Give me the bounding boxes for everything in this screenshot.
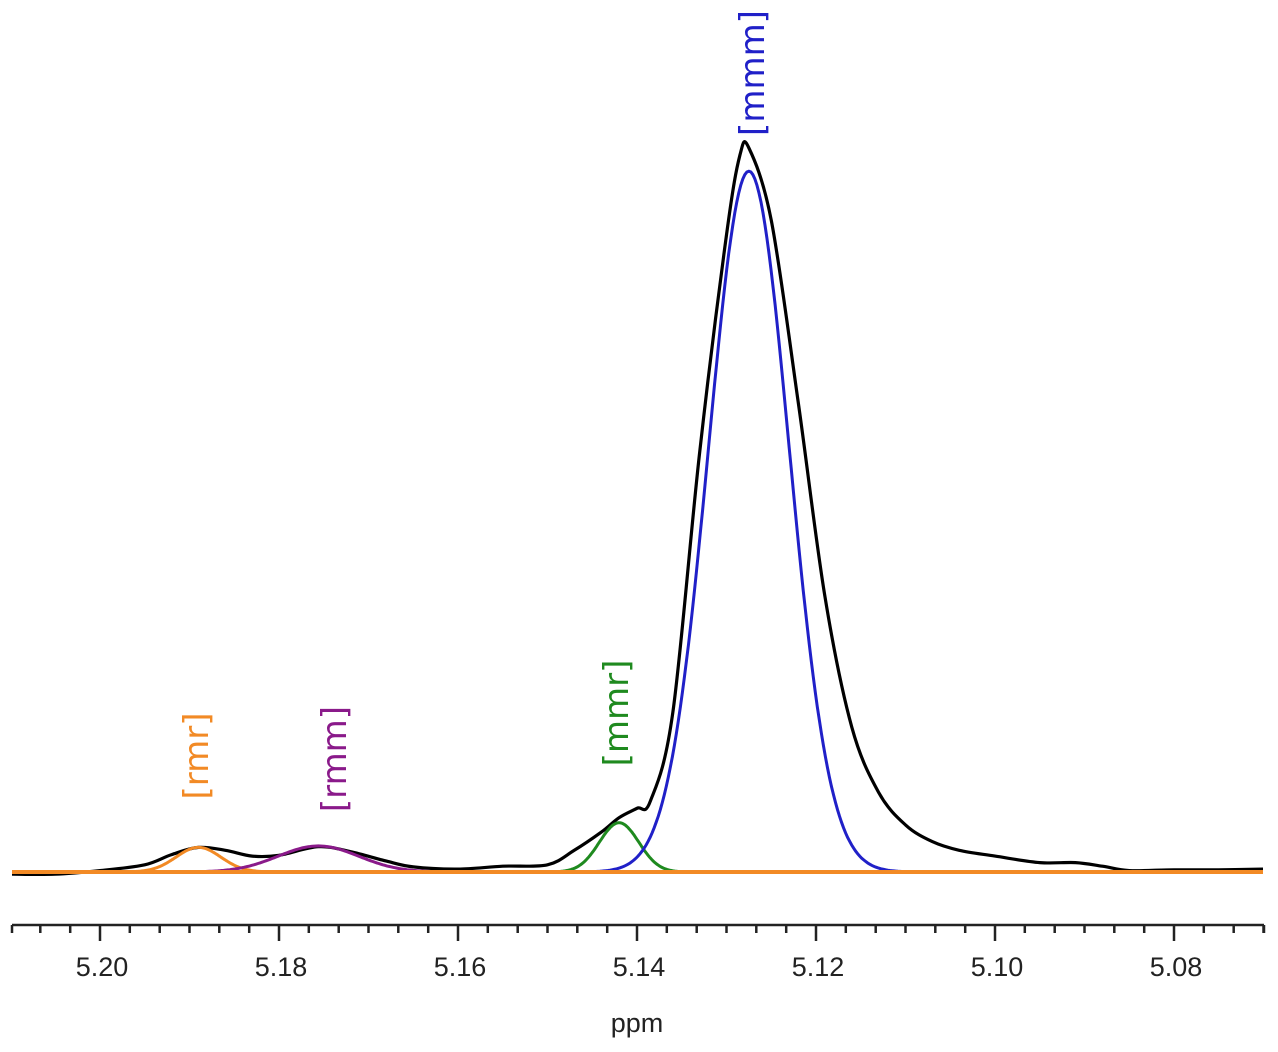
x-tick-label: 5.20: [76, 952, 129, 982]
x-tick-label: 5.14: [613, 952, 666, 982]
mmm-label: [mmm]: [733, 10, 773, 136]
rmm-label: [rmm]: [315, 706, 355, 812]
mmr-label: [mmr]: [597, 660, 637, 767]
x-axis: 5.20 5.18 5.16 5.14 5.12 5.10 5.08 ppm: [10, 923, 1266, 1038]
x-tick-label: 5.16: [434, 952, 487, 982]
x-tick-label: 5.12: [792, 952, 845, 982]
x-axis-title: ppm: [611, 1008, 664, 1038]
rmr-fit-curve: [109, 845, 288, 874]
x-tick-label: 5.10: [971, 952, 1024, 982]
x-tick-label: 5.18: [255, 952, 308, 982]
plot-area: [11, 140, 1264, 877]
x-axis-ticks: [10, 925, 1266, 941]
mmm-fit-curve: [587, 169, 911, 874]
mmr-fit-curve: [540, 821, 698, 874]
x-tick-label: 5.08: [1150, 952, 1203, 982]
rmr-label: [rmr]: [177, 712, 217, 799]
x-axis-tick-labels: 5.20 5.18 5.16 5.14 5.12 5.10 5.08: [76, 952, 1203, 982]
peak-labels: [rmr] [rmm] [mmr] [mmm]: [177, 10, 773, 812]
experimental-spectrum-line: [11, 140, 1264, 877]
